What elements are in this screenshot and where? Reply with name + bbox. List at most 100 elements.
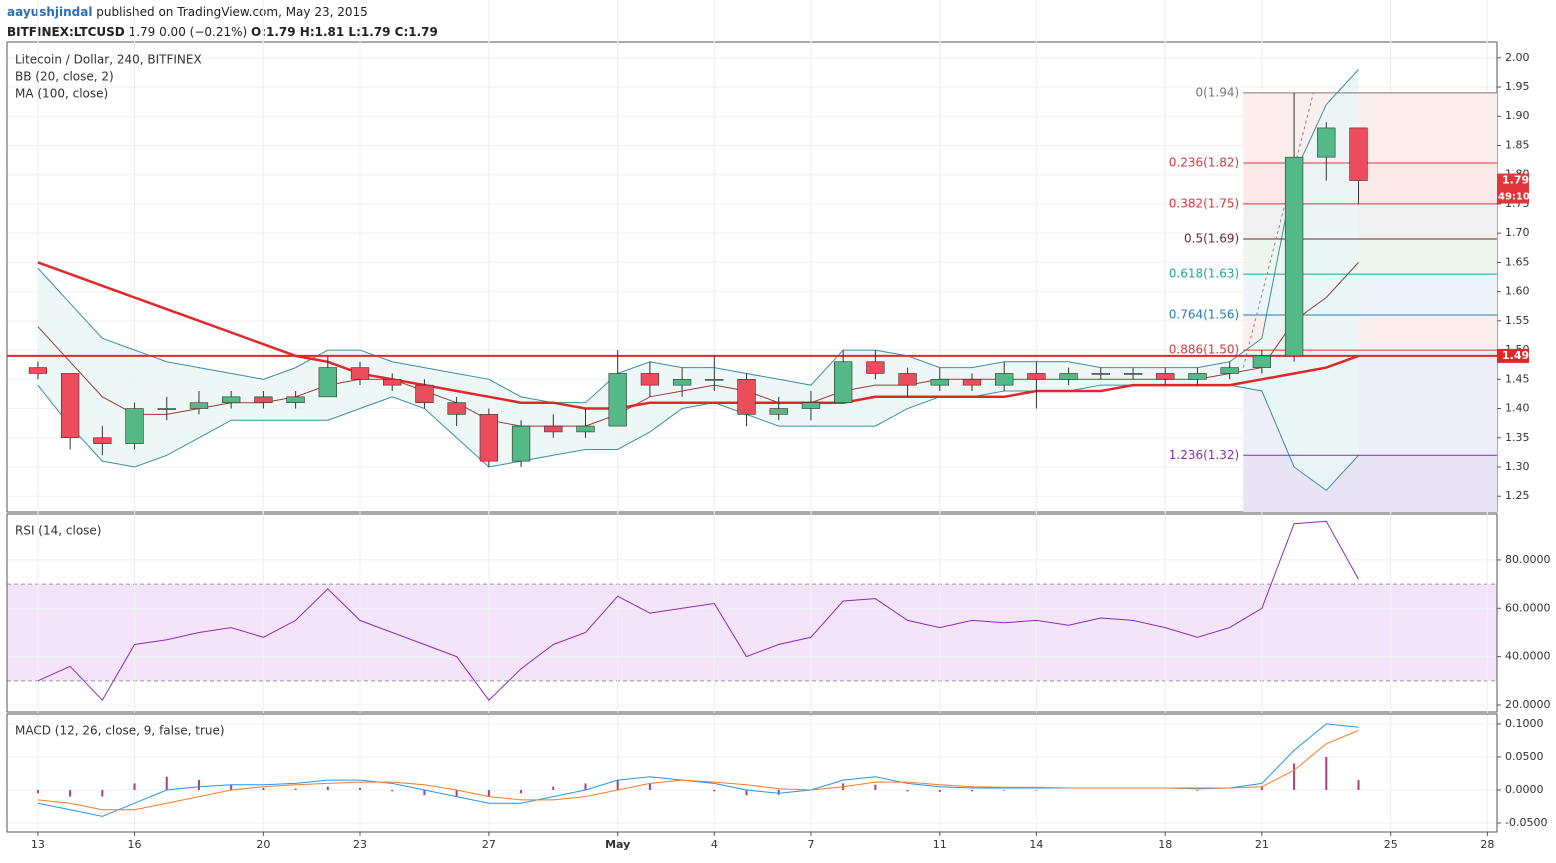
candle-body <box>157 408 176 410</box>
header: aayushjindal published on TradingView.co… <box>7 2 438 42</box>
macd-histogram-bar <box>294 788 297 790</box>
macd-histogram-bar <box>584 783 587 790</box>
candle-body <box>640 373 660 386</box>
macd-histogram-bar <box>1325 756 1328 790</box>
macd-histogram-bar <box>777 789 780 795</box>
y-tick-label: 2.00 <box>1505 51 1530 64</box>
candle-body <box>479 414 499 462</box>
macd-histogram-bar <box>230 784 233 790</box>
macd-histogram-bar <box>874 784 877 790</box>
x-tick-label: 4 <box>711 838 718 851</box>
y-tick-label: 1.25 <box>1505 489 1530 502</box>
candle-body <box>447 402 466 415</box>
macd-histogram-bar <box>326 786 329 790</box>
macd-histogram-bar <box>487 789 490 797</box>
price-tag-label: 1.79 <box>1502 174 1529 187</box>
macd-histogram-bar <box>906 789 909 792</box>
x-tick-label: May <box>605 838 630 851</box>
candle-body <box>415 384 434 403</box>
macd-histogram-bar <box>197 780 200 790</box>
rsi-line <box>37 520 1359 702</box>
pane-title: MACD (12, 26, close, 9, false, true) <box>15 724 225 738</box>
y-tick-label: 1.85 <box>1505 138 1530 151</box>
publish-line: aayushjindal published on TradingView.co… <box>7 2 438 22</box>
macd-histogram-bar <box>970 789 973 792</box>
macd-histogram-bar <box>69 789 72 797</box>
macd-histogram-bar <box>1196 789 1199 791</box>
pane-border <box>6 513 1498 713</box>
candle-body <box>608 373 627 427</box>
y-tick-label: 0.1000 <box>1505 717 1544 730</box>
trend-line <box>1242 92 1314 368</box>
candle-body <box>222 396 241 403</box>
macd-histogram-bar <box>165 776 168 790</box>
candle-body <box>866 361 885 374</box>
candle-body <box>576 425 595 433</box>
candle-body <box>1027 373 1046 380</box>
candle-body <box>125 408 144 444</box>
fib-label: 0.236(1.82) <box>1169 156 1239 170</box>
fib-label: 0.618(1.63) <box>1169 267 1239 281</box>
candle-body <box>286 396 305 403</box>
fib-zone <box>1243 92 1497 164</box>
macd-histogram-bar <box>616 780 619 790</box>
macd-histogram-bar <box>552 786 555 790</box>
bb-fill <box>37 69 1359 491</box>
candle-body <box>930 379 949 386</box>
candle-body <box>769 408 788 415</box>
y-tick-label: 1.65 <box>1505 255 1530 268</box>
author[interactable]: aayushjindal <box>7 5 93 19</box>
legend-entry: BB (20, close, 2) <box>15 70 114 84</box>
y-tick-label: -0.0500 <box>1505 816 1547 829</box>
symbol: BITFINEX:LTCUSD <box>7 25 125 39</box>
macd-histogram-bar <box>133 783 136 790</box>
quote-line: BITFINEX:LTCUSD 1.79 0.00 (−0.21%) O:1.7… <box>7 22 438 42</box>
ohlc: O:1.79 H:1.81 L:1.79 C:1.79 <box>251 25 438 39</box>
x-tick-label: 11 <box>933 838 947 851</box>
candle-body <box>737 379 756 415</box>
fib-label: 0.886(1.50) <box>1169 343 1239 357</box>
y-tick-label: 80.0000 <box>1505 553 1551 566</box>
pane-title: RSI (14, close) <box>15 524 101 538</box>
rsi-band <box>7 584 1497 681</box>
macd-histogram-bar <box>745 789 748 796</box>
candle-body <box>1059 373 1078 380</box>
candle-body <box>1188 373 1207 380</box>
x-tick-label: 25 <box>1384 838 1398 851</box>
y-tick-label: 60.0000 <box>1505 601 1551 614</box>
candle-body <box>318 367 337 398</box>
candle-body <box>1284 156 1304 357</box>
candle-body <box>801 402 821 409</box>
candle-body <box>1156 373 1175 380</box>
ma-line <box>37 261 1359 410</box>
x-tick-label: 7 <box>807 838 814 851</box>
candle-body <box>833 361 853 403</box>
candle-body <box>1220 367 1239 374</box>
fib-zone <box>1243 203 1497 240</box>
candle-body <box>995 373 1014 386</box>
fib-label: 0.382(1.75) <box>1169 196 1239 210</box>
macd-histogram-bar <box>36 789 39 794</box>
macd-signal-line <box>37 730 1359 811</box>
candle-body <box>672 379 692 386</box>
x-tick-label: 14 <box>1029 838 1043 851</box>
macd-histogram-bar <box>423 789 426 796</box>
y-tick-label: 0.0000 <box>1505 783 1544 796</box>
price-tag <box>1497 173 1529 204</box>
quote: 1.79 0.00 (−0.21%) <box>128 25 248 39</box>
legend-entry: MA (100, close) <box>15 87 108 101</box>
x-tick-label: 23 <box>353 838 367 851</box>
candle-body <box>28 367 48 374</box>
y-tick-label: 1.55 <box>1505 314 1530 327</box>
y-tick-label: 1.40 <box>1505 402 1530 415</box>
pane-border <box>6 713 1498 833</box>
fib-label: 0.764(1.56) <box>1169 307 1239 321</box>
x-tick-label: 16 <box>128 838 142 851</box>
y-tick-label: 1.30 <box>1505 460 1530 473</box>
fib-label: 0.5(1.69) <box>1184 232 1239 246</box>
candle-body <box>93 437 112 444</box>
candle-body <box>254 396 273 403</box>
candle-body <box>1252 355 1272 368</box>
